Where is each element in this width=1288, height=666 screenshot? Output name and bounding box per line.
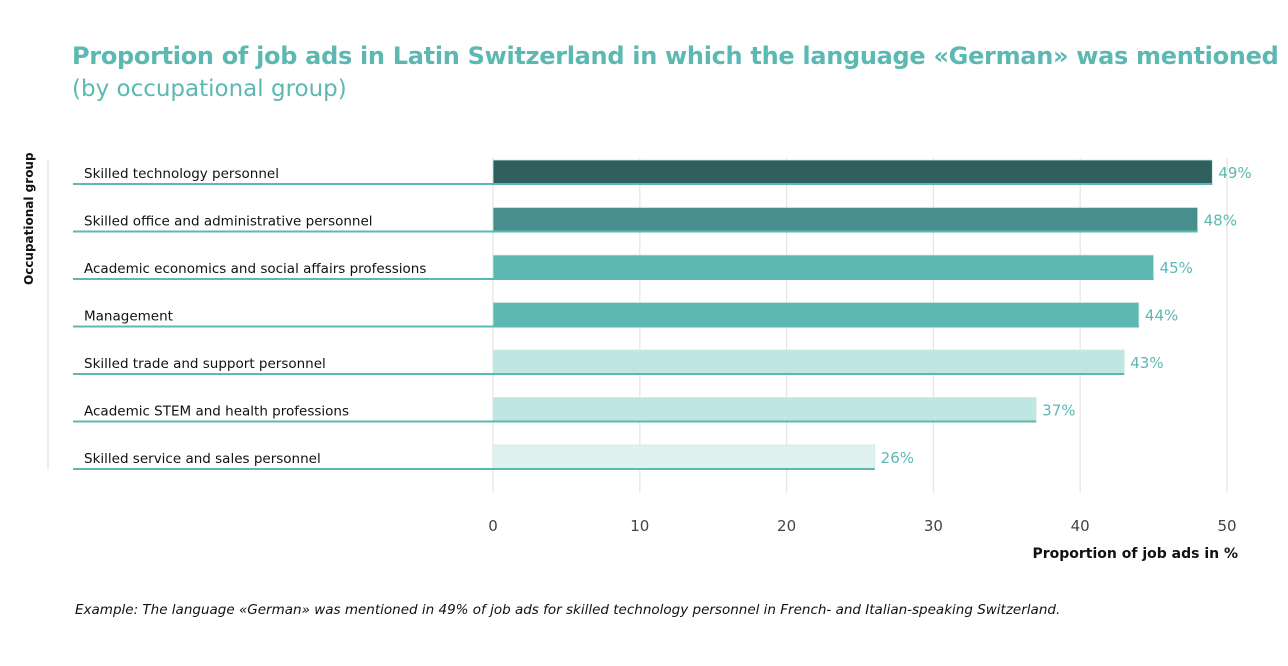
- value-label: 44%: [1145, 307, 1178, 325]
- value-label: 48%: [1204, 212, 1237, 230]
- x-tick-label: 20: [777, 517, 796, 535]
- bar: [492, 254, 1154, 280]
- value-label: 45%: [1160, 259, 1193, 277]
- value-label: 37%: [1042, 402, 1075, 420]
- chart-title: Proportion of job ads in Latin Switzerla…: [72, 42, 1279, 70]
- x-tick-label: 10: [630, 517, 649, 535]
- category-label: Skilled service and sales personnel: [84, 451, 321, 467]
- category-label: Skilled office and administrative person…: [84, 214, 373, 230]
- x-axis-label: Proportion of job ads in %: [1032, 546, 1238, 562]
- x-tick-label: 40: [1071, 517, 1090, 535]
- x-tick-label: 30: [924, 517, 943, 535]
- bar: [492, 302, 1140, 327]
- bar: [492, 349, 1125, 375]
- category-label: Management: [84, 309, 173, 325]
- category-label: Academic STEM and health professions: [84, 404, 349, 420]
- category-label: Academic economics and social affairs pr…: [84, 261, 426, 277]
- x-tick-label: 50: [1217, 517, 1236, 535]
- category-label: Skilled technology personnel: [84, 166, 279, 182]
- bar: [492, 159, 1213, 185]
- bar: [492, 444, 876, 470]
- chart-note: Example: The language «German» was menti…: [75, 602, 1061, 618]
- bar: [492, 397, 1037, 422]
- x-tick-label: 0: [488, 517, 498, 535]
- value-label: 26%: [881, 449, 914, 467]
- category-label: Skilled trade and support personnel: [84, 356, 326, 372]
- chart-subtitle: (by occupational group): [72, 76, 347, 102]
- value-label: 43%: [1130, 354, 1163, 372]
- value-label: 49%: [1218, 164, 1251, 182]
- bar: [492, 207, 1199, 232]
